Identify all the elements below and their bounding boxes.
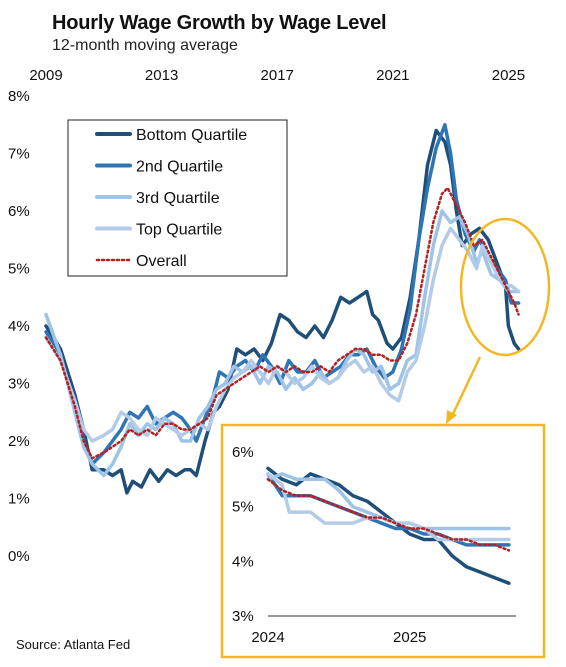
- x-tick-label: 2025: [492, 67, 525, 84]
- series-line-overall: [44, 186, 520, 460]
- highlight-ellipse: [459, 217, 551, 357]
- inset-x-tick-label: 2024: [251, 629, 284, 646]
- y-tick-label: 7%: [8, 146, 30, 163]
- y-tick-label: 2%: [8, 433, 30, 450]
- y-tick-label: 6%: [8, 203, 30, 220]
- inset-y-tick-label: 4%: [232, 553, 254, 570]
- y-tick-label: 1%: [8, 491, 30, 508]
- chart-subtitle: 12-month moving average: [52, 37, 238, 54]
- inset-plot-lines: [266, 466, 511, 585]
- inset-series-line-overall: [266, 478, 511, 552]
- y-tick-label: 0%: [8, 548, 30, 565]
- y-tick-label: 8%: [8, 88, 30, 105]
- inset-x-tick-label: 2025: [393, 629, 426, 646]
- legend-label-overall: Overall: [136, 253, 187, 270]
- chart-title: Hourly Wage Growth by Wage Level: [52, 12, 387, 34]
- inset-y-tick-label: 5%: [232, 499, 254, 516]
- inset-series-line-bottom-quartile: [266, 466, 511, 585]
- main-plot-lines: [44, 123, 521, 495]
- inset-y-tick-label: 3%: [232, 608, 254, 625]
- legend: Bottom Quartile 2nd Quartile 3rd Quartile T…: [67, 119, 288, 277]
- legend-label-bottom-quartile: Bottom Quartile: [136, 127, 247, 144]
- series-line-top-quartile: [44, 226, 521, 443]
- legend-label-3rd-quartile: 3rd Quartile: [136, 190, 220, 207]
- callout-arrow-line: [450, 356, 482, 417]
- inset-y-tick-label: 6%: [232, 444, 254, 461]
- legend-label-2nd-quartile: 2nd Quartile: [136, 159, 223, 176]
- callout-arrow-head: [446, 410, 457, 424]
- source-note: Source: Atlanta Fed: [16, 637, 131, 652]
- y-tick-label: 5%: [8, 261, 30, 278]
- x-tick-label: 2013: [145, 67, 178, 84]
- x-tick-label: 2021: [376, 67, 409, 84]
- x-tick-label: 2009: [29, 67, 62, 84]
- y-tick-label: 3%: [8, 376, 30, 393]
- legend-label-top-quartile: Top Quartile: [136, 222, 222, 239]
- x-tick-label: 2017: [261, 67, 294, 84]
- y-tick-label: 4%: [8, 318, 30, 335]
